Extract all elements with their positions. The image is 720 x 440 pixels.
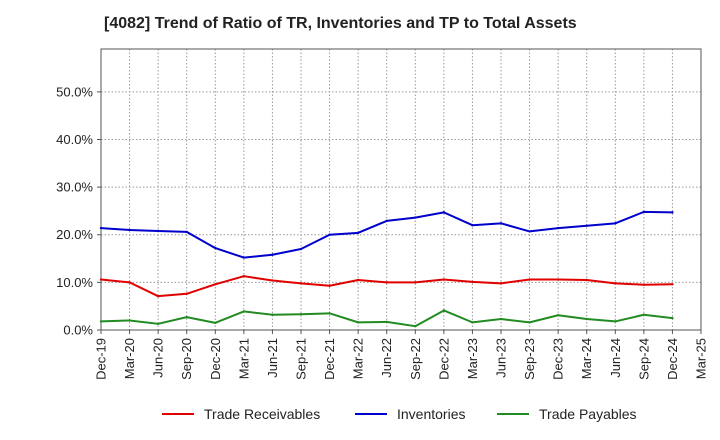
x-tick-label: Jun-24 [608, 338, 623, 378]
y-tick-label: 50.0% [56, 84, 93, 99]
data-point-inventories [156, 229, 160, 233]
data-point-trade-payables [385, 320, 388, 324]
data-point-trade-receivables [299, 282, 303, 285]
x-tick-label: Sep-23 [522, 338, 537, 380]
data-point-trade-receivables [156, 294, 160, 298]
data-point-trade-payables [128, 319, 131, 322]
x-tick-label: Mar-22 [351, 338, 366, 379]
data-point-inventories [328, 233, 331, 236]
data-point-trade-receivables [128, 281, 131, 284]
data-point-trade-payables [499, 317, 503, 321]
x-tick-label: Sep-22 [408, 338, 423, 380]
x-tick-label: Dec-24 [665, 338, 680, 380]
chart-title: [4082] Trend of Ratio of TR, Inventories… [104, 15, 577, 32]
data-point-trade-payables [614, 320, 617, 323]
data-point-inventories [585, 224, 588, 227]
x-tick-label: Dec-23 [551, 338, 566, 380]
data-point-trade-payables [671, 316, 674, 320]
legend-label-trade-payables: Trade Payables [539, 406, 637, 422]
y-tick-label: 30.0% [56, 180, 93, 195]
plot-frame [100, 48, 702, 331]
data-point-trade-receivables [499, 282, 503, 285]
data-point-inventories [385, 219, 388, 223]
data-point-inventories [528, 230, 531, 233]
x-tick-label: Sep-24 [636, 338, 651, 380]
data-point-trade-payables [556, 314, 560, 317]
data-point-trade-receivables [356, 278, 360, 282]
data-point-trade-receivables [642, 283, 646, 286]
x-tick-label: Sep-20 [179, 338, 194, 380]
data-point-trade-receivables [328, 284, 331, 287]
data-point-trade-payables [214, 321, 217, 325]
data-point-inventories [299, 247, 303, 251]
data-point-inventories [642, 210, 646, 214]
data-point-trade-payables [642, 313, 646, 316]
x-tick-label: Jun-21 [265, 338, 280, 378]
data-point-trade-payables [442, 309, 446, 312]
data-point-trade-receivables [414, 281, 417, 284]
legend-label-trade-receivables: Trade Receivables [204, 406, 320, 422]
x-tick-label: Mar-23 [465, 338, 480, 379]
x-tick-label: Dec-20 [208, 338, 223, 380]
data-point-trade-receivables [99, 278, 103, 281]
data-point-trade-payables [242, 310, 246, 313]
data-point-trade-receivables [185, 292, 188, 296]
y-tick-label: 40.0% [56, 132, 93, 147]
data-point-trade-payables [185, 315, 188, 319]
data-point-inventories [271, 253, 274, 256]
data-point-inventories [242, 256, 246, 259]
x-tick-label: Jun-23 [494, 338, 509, 378]
data-point-inventories [414, 216, 417, 219]
data-point-trade-receivables [556, 278, 560, 281]
data-point-inventories [442, 211, 446, 214]
data-point-trade-receivables [614, 282, 617, 285]
x-tick-label: Mar-20 [122, 338, 137, 379]
x-tick-label: Dec-19 [94, 338, 109, 380]
y-tick-label: 10.0% [56, 275, 93, 290]
data-point-trade-receivables [385, 281, 388, 284]
data-point-inventories [356, 231, 360, 235]
data-point-trade-receivables [242, 274, 246, 278]
x-tick-label: Dec-21 [322, 338, 337, 380]
data-point-trade-receivables [214, 283, 217, 286]
data-point-inventories [471, 224, 474, 227]
data-point-trade-payables [528, 321, 531, 324]
data-point-trade-payables [156, 322, 160, 326]
y-tick-label: 0.0% [63, 323, 93, 338]
data-point-trade-payables [585, 317, 588, 321]
data-point-trade-payables [356, 321, 360, 324]
data-point-inventories [671, 211, 674, 214]
data-point-trade-payables [99, 320, 103, 323]
x-tick-label: Jun-20 [151, 338, 166, 378]
x-tick-label: Mar-21 [236, 338, 251, 379]
data-point-trade-receivables [528, 278, 531, 281]
y-tick-label: 20.0% [56, 227, 93, 242]
legend-label-inventories: Inventories [397, 406, 465, 422]
data-point-inventories [214, 246, 217, 250]
data-point-trade-payables [299, 313, 303, 316]
data-point-trade-receivables [471, 280, 474, 284]
data-point-trade-payables [271, 313, 274, 316]
data-point-trade-payables [414, 324, 417, 328]
data-point-trade-payables [471, 321, 474, 324]
data-point-trade-receivables [442, 278, 446, 281]
data-point-inventories [185, 230, 188, 234]
x-tick-label: Dec-22 [436, 338, 451, 380]
x-tick-label: Jun-22 [379, 338, 394, 378]
data-point-inventories [556, 226, 560, 230]
data-point-inventories [128, 228, 131, 232]
data-point-trade-receivables [671, 283, 674, 286]
data-point-trade-receivables [585, 278, 588, 282]
data-point-trade-receivables [271, 279, 274, 282]
x-tick-label: Mar-24 [579, 338, 594, 379]
data-point-trade-payables [328, 312, 331, 315]
data-point-inventories [614, 222, 617, 225]
data-point-inventories [99, 226, 103, 230]
x-tick-label: Mar-25 [694, 338, 709, 379]
x-tick-label: Sep-21 [294, 338, 309, 380]
data-point-inventories [499, 222, 503, 225]
